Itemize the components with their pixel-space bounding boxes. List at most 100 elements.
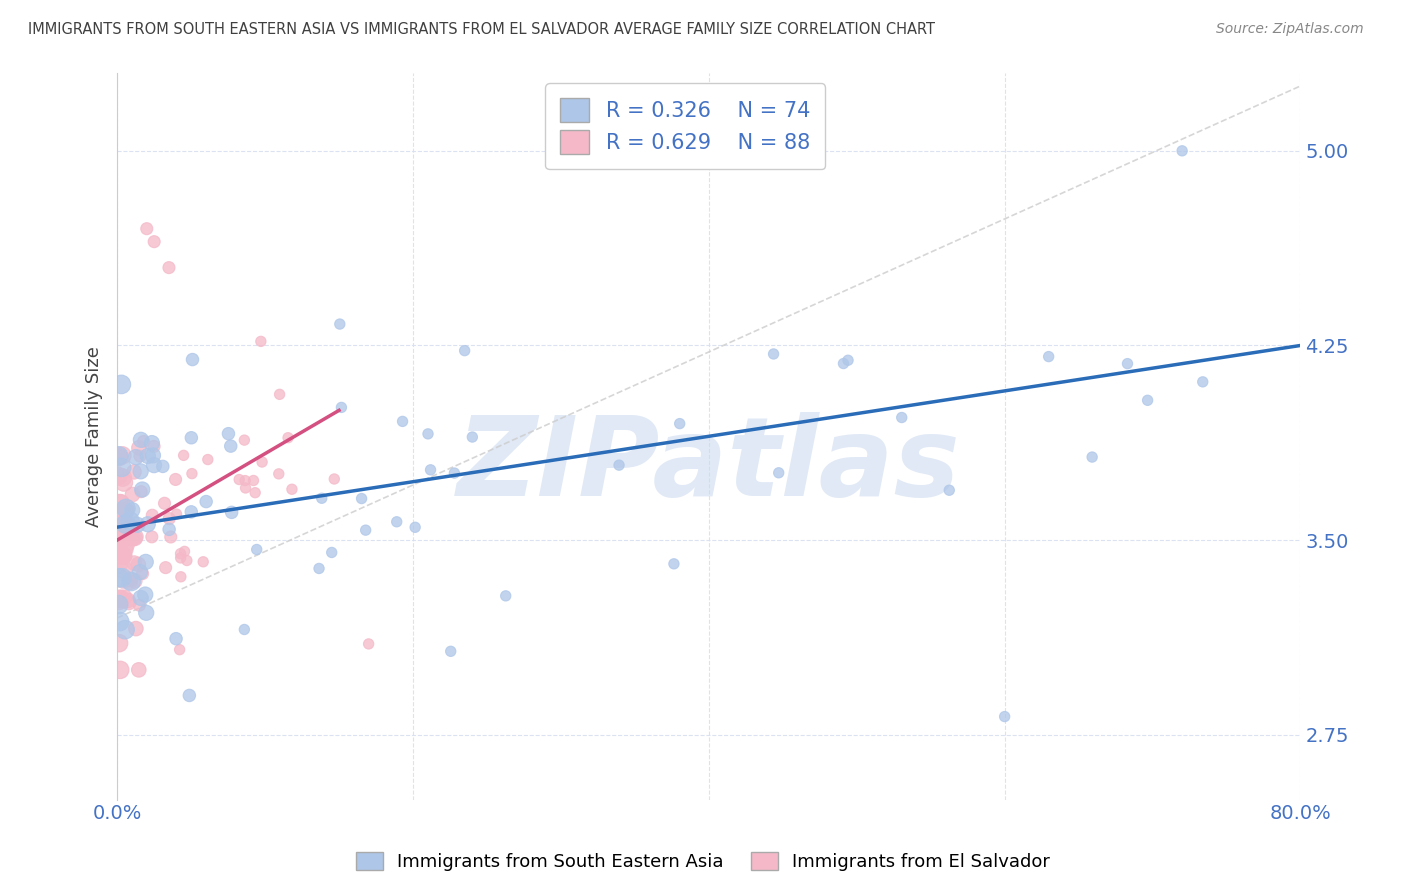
Point [1191, 375, 1213, 389]
Point [169, 550, 191, 565]
Point [135, 606, 157, 620]
Point [419, 463, 441, 477]
Point [197, 452, 219, 467]
Point [141, 530, 163, 544]
Point [112, 542, 135, 557]
Point [111, 504, 134, 518]
Point [108, 592, 131, 607]
Point [108, 546, 131, 560]
Point [125, 622, 148, 636]
Point [107, 469, 129, 483]
Point [179, 689, 201, 703]
Point [440, 644, 463, 658]
Point [114, 505, 136, 519]
Point [153, 496, 176, 510]
Point [1081, 450, 1104, 464]
Point [443, 466, 465, 480]
Point [141, 508, 163, 523]
Point [128, 441, 150, 455]
Point [143, 235, 166, 249]
Point [495, 589, 517, 603]
Point [416, 426, 439, 441]
Point [114, 591, 136, 605]
Point [243, 485, 266, 500]
Point [111, 470, 134, 484]
Point [121, 487, 143, 501]
Point [159, 530, 181, 544]
Point [108, 636, 131, 650]
Point [108, 615, 131, 629]
Point [385, 515, 408, 529]
Point [108, 496, 131, 510]
Point [228, 473, 250, 487]
Point [107, 520, 129, 534]
Point [111, 460, 134, 475]
Point [121, 532, 143, 546]
Point [321, 545, 343, 559]
Point [155, 560, 177, 574]
Point [837, 353, 859, 368]
Point [107, 450, 129, 465]
Point [1116, 357, 1139, 371]
Point [136, 449, 159, 463]
Point [195, 494, 218, 508]
Point [129, 484, 152, 499]
Point [1136, 393, 1159, 408]
Point [277, 431, 299, 445]
Point [128, 663, 150, 677]
Point [221, 505, 243, 519]
Point [110, 591, 132, 606]
Point [180, 505, 202, 519]
Point [108, 663, 131, 677]
Point [890, 410, 912, 425]
Point [217, 426, 239, 441]
Point [124, 532, 146, 546]
Point [233, 474, 256, 488]
Point [235, 481, 257, 495]
Y-axis label: Average Family Size: Average Family Size [86, 346, 103, 527]
Point [107, 558, 129, 572]
Point [329, 317, 352, 331]
Point [131, 483, 153, 497]
Point [129, 565, 152, 579]
Point [122, 556, 145, 570]
Point [114, 549, 136, 563]
Point [125, 450, 148, 464]
Point [169, 547, 191, 561]
Point [121, 503, 143, 517]
Point [128, 598, 150, 612]
Point [107, 598, 129, 612]
Point [118, 575, 141, 590]
Point [246, 542, 269, 557]
Point [323, 472, 346, 486]
Point [404, 520, 426, 534]
Point [111, 571, 134, 585]
Point [181, 467, 204, 481]
Point [111, 449, 134, 463]
Point [157, 260, 180, 275]
Point [281, 482, 304, 496]
Point [135, 221, 157, 235]
Point [157, 522, 180, 536]
Point [127, 517, 149, 532]
Point [391, 414, 413, 428]
Point [173, 544, 195, 558]
Point [250, 455, 273, 469]
Point [115, 538, 138, 552]
Point [134, 588, 156, 602]
Text: IMMIGRANTS FROM SOUTH EASTERN ASIA VS IMMIGRANTS FROM EL SALVADOR AVERAGE FAMILY: IMMIGRANTS FROM SOUTH EASTERN ASIA VS IM… [28, 22, 935, 37]
Point [114, 517, 136, 532]
Point [125, 530, 148, 544]
Point [330, 401, 353, 415]
Legend: R = 0.326    N = 74, R = 0.629    N = 88: R = 0.326 N = 74, R = 0.629 N = 88 [546, 83, 825, 169]
Point [181, 352, 204, 367]
Point [121, 519, 143, 533]
Point [127, 558, 149, 572]
Point [193, 555, 215, 569]
Point [143, 439, 166, 453]
Point [132, 434, 155, 449]
Point [141, 436, 163, 450]
Point [131, 566, 153, 581]
Point [115, 501, 138, 516]
Point [129, 591, 152, 605]
